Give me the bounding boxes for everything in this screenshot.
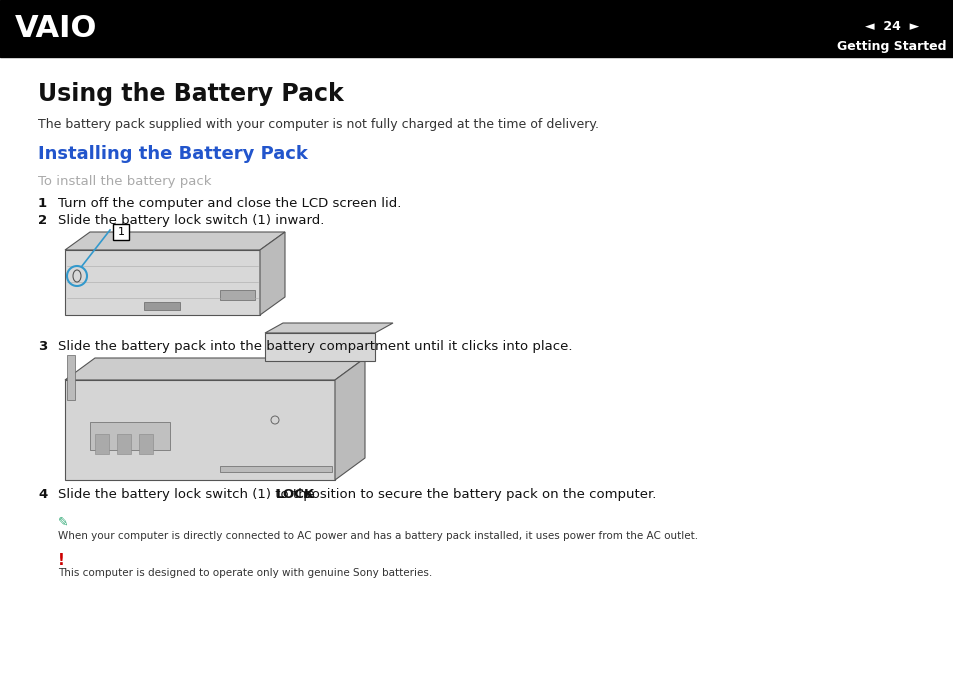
Text: Slide the battery pack into the battery compartment until it clicks into place.: Slide the battery pack into the battery … [58, 340, 572, 353]
Text: 1: 1 [38, 197, 47, 210]
Polygon shape [65, 232, 285, 250]
Text: Getting Started: Getting Started [837, 40, 945, 53]
Bar [117, 434, 131, 454]
Text: This computer is designed to operate only with genuine Sony batteries.: This computer is designed to operate onl… [58, 568, 432, 578]
Text: Using the Battery Pack: Using the Battery Pack [38, 82, 343, 106]
Text: position to secure the battery pack on the computer.: position to secure the battery pack on t… [299, 488, 656, 501]
Polygon shape [65, 358, 365, 380]
Bar [139, 434, 152, 454]
Text: 3: 3 [38, 340, 48, 353]
Bar [95, 434, 109, 454]
FancyBboxPatch shape [112, 224, 129, 240]
Polygon shape [65, 250, 260, 315]
Text: Slide the battery lock switch (1) inward.: Slide the battery lock switch (1) inward… [58, 214, 324, 227]
Text: Slide the battery lock switch (1) to the: Slide the battery lock switch (1) to the [58, 488, 319, 501]
Bar [90, 422, 170, 450]
Text: LOCK: LOCK [275, 488, 314, 501]
Bar [144, 302, 180, 310]
Polygon shape [65, 380, 335, 480]
Bar [0, 0, 953, 57]
Text: ✎: ✎ [58, 516, 69, 529]
Text: 1: 1 [117, 227, 125, 237]
Text: Turn off the computer and close the LCD screen lid.: Turn off the computer and close the LCD … [58, 197, 401, 210]
Polygon shape [265, 333, 375, 361]
Text: The battery pack supplied with your computer is not fully charged at the time of: The battery pack supplied with your comp… [38, 118, 598, 131]
Text: 4: 4 [38, 488, 48, 501]
Polygon shape [265, 323, 393, 333]
Bar [220, 290, 254, 300]
Text: !: ! [58, 553, 65, 568]
Text: 2: 2 [38, 214, 47, 227]
Polygon shape [260, 232, 285, 315]
Text: To install the battery pack: To install the battery pack [38, 175, 212, 188]
Bar [220, 466, 332, 472]
Text: When your computer is directly connected to AC power and has a battery pack inst: When your computer is directly connected… [58, 531, 698, 541]
Polygon shape [335, 358, 365, 480]
Text: ◄  24  ►: ◄ 24 ► [864, 20, 918, 33]
Text: Installing the Battery Pack: Installing the Battery Pack [38, 145, 308, 163]
Text: VAIO: VAIO [15, 14, 97, 43]
Bar [67, 355, 75, 400]
